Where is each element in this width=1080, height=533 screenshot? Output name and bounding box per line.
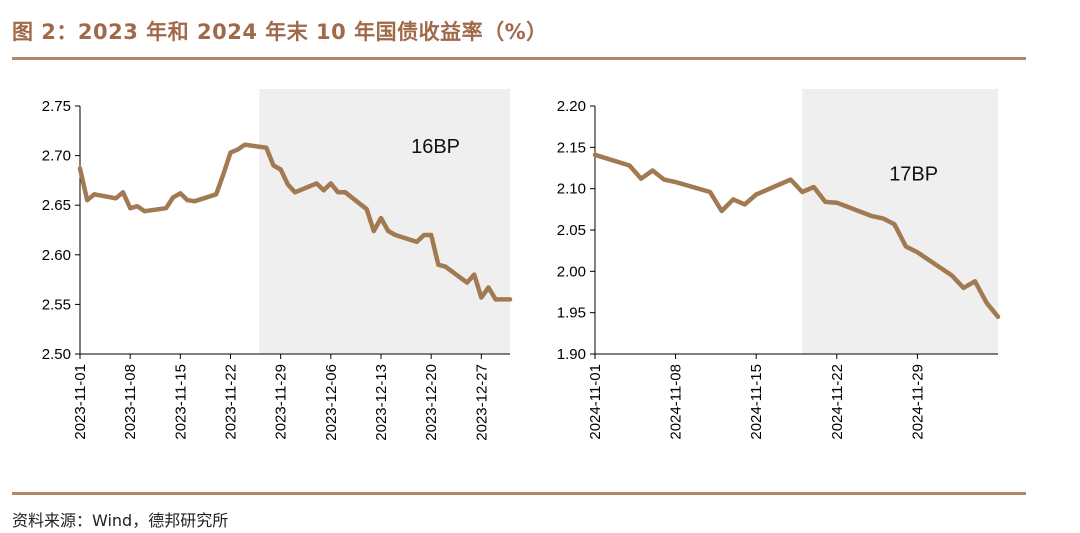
chart-2023: 2.50 2.55 2.60 2.65 2.70 2.75 2023-11-01 2023-1… <box>42 89 513 441</box>
x-tick-label: 2024-11-08 <box>668 364 685 440</box>
x-tick-label: 2023-12-13 <box>373 364 390 441</box>
y-tick-label: 2.55 <box>42 296 71 313</box>
x-tick-label: 2024-11-22 <box>829 364 846 440</box>
x-tick-label: 2024-11-29 <box>909 364 926 440</box>
x-tick-label: 2023-11-01 <box>72 364 89 440</box>
chart-title: 图 2：2023 年和 2024 年末 10 年国债收益率（%） <box>12 20 548 44</box>
y-tick-label: 2.15 <box>557 139 586 156</box>
y-tick-label: 2.05 <box>557 222 586 239</box>
x-tick-label: 2023-12-06 <box>323 364 340 441</box>
x-tick-label: 2023-11-22 <box>223 364 240 440</box>
y-tick-label: 2.60 <box>42 247 71 264</box>
x-tick-label: 2023-12-27 <box>473 364 490 441</box>
y-tick-label: 1.95 <box>557 305 586 322</box>
top-rule <box>12 57 1026 60</box>
series-line <box>592 152 1001 320</box>
y-tick-label: 2.10 <box>557 181 586 198</box>
x-tick-label: 2023-11-15 <box>172 364 189 440</box>
x-tick-label: 2023-11-08 <box>122 364 139 440</box>
x-tick-label: 2024-11-01 <box>587 364 604 440</box>
x-tick-label: 2023-12-20 <box>423 364 440 441</box>
x-tick-label: 2024-11-15 <box>748 364 765 440</box>
y-tick-label: 1.90 <box>557 346 586 363</box>
y-tick-label: 2.65 <box>42 197 71 214</box>
series-line <box>77 142 513 302</box>
y-tick-label: 2.00 <box>557 263 586 280</box>
source-note: 资料来源：Wind，德邦研究所 <box>12 511 229 530</box>
bp-annotation: 16BP <box>411 136 460 158</box>
chart-2024: 1.90 1.95 2.00 2.05 2.10 2.15 2.20 2024-11-01 20… <box>557 89 1001 440</box>
y-tick-label: 2.50 <box>42 346 71 363</box>
y-tick-label: 2.70 <box>42 148 71 165</box>
y-tick-label: 2.75 <box>42 98 71 115</box>
y-tick-label: 2.20 <box>557 98 586 115</box>
x-tick-label: 2023-11-29 <box>273 364 290 440</box>
shaded-period <box>802 89 998 354</box>
bp-annotation: 17BP <box>889 163 938 185</box>
bottom-rule <box>12 492 1026 495</box>
